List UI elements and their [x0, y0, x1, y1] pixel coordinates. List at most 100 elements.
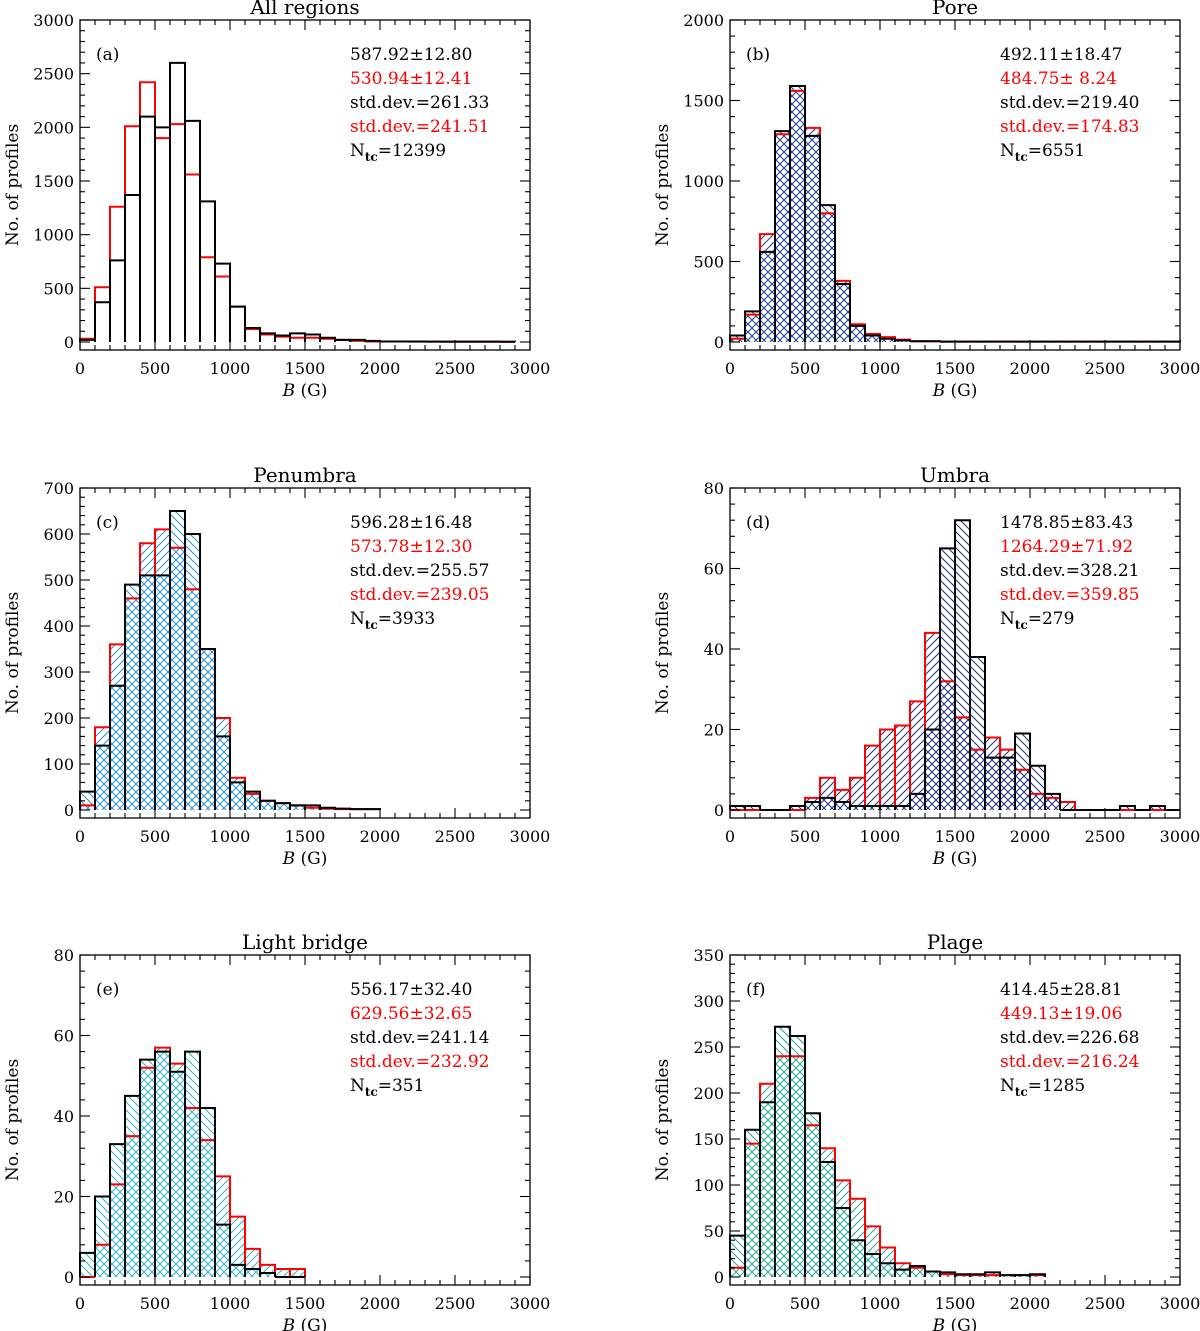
x-tick-label: 1000 [860, 1294, 901, 1313]
x-tick-label: 2500 [435, 827, 476, 846]
black-bar-12 [909, 340, 926, 343]
black-hatch-bar-2 [110, 1144, 125, 1277]
x-tick-label: 0 [725, 827, 735, 846]
x-tick-label: 0 [75, 1294, 85, 1313]
x-tick-label: 1000 [210, 827, 251, 846]
ntc-subscript: tc [1015, 1085, 1028, 1099]
black-hatch-bar-18 [1000, 757, 1015, 810]
red-bar-16 [319, 337, 336, 342]
x-axis-unit: (G) [945, 1316, 977, 1331]
x-tick-label: 2500 [1085, 359, 1126, 378]
black-bar-1 [94, 301, 111, 342]
red-bar-3 [124, 125, 141, 342]
x-tick-label: 500 [790, 827, 821, 846]
black-hatch-bar-4 [790, 805, 805, 810]
black-hatch-bar-14 [940, 548, 955, 810]
ntc-label: N [350, 1076, 365, 1096]
black-bar-28 [1149, 804, 1166, 810]
x-tick-label: 0 [725, 1294, 735, 1313]
black-hatch-bar-1 [95, 745, 110, 810]
black-hatch-bar-13 [925, 729, 940, 810]
ntc-subscript: tc [365, 1085, 378, 1099]
y-tick-label: 400 [43, 617, 74, 636]
stat-line-0: 596.28±16.48 [350, 513, 472, 533]
ntc-label: N [350, 141, 365, 161]
black-hatch-bar-3 [125, 1095, 140, 1277]
stat-line-3: std.dev.=216.24 [1000, 1052, 1140, 1072]
ntc-value: =1285 [1028, 1076, 1086, 1096]
red-bar-7 [184, 173, 201, 342]
black-hatch-bar-6 [820, 205, 835, 342]
stat-line-3: std.dev.=174.83 [1000, 117, 1140, 137]
x-axis-variable: B [282, 381, 296, 401]
y-tick-label: 100 [693, 1176, 724, 1195]
black-hatch-bar-3 [775, 131, 790, 342]
y-tick-label: 60 [704, 560, 724, 579]
red-bar-11 [244, 1247, 261, 1277]
red-hatch-bar-13 [275, 1268, 290, 1277]
x-axis-variable: B [282, 1316, 296, 1331]
x-axis-label: B (G) [932, 1316, 978, 1331]
x-axis-label: B (G) [282, 1316, 328, 1331]
x-tick-label: 2500 [435, 1294, 476, 1313]
black-hatch-bar-14 [290, 805, 305, 810]
black-bar-6 [169, 61, 186, 342]
hatch-fill-group [80, 1047, 305, 1277]
black-bar-17 [334, 338, 351, 342]
stat-line-0: 1478.85±83.43 [1000, 513, 1133, 533]
black-hatch-bar-11 [245, 791, 260, 810]
x-tick-label: 1500 [935, 827, 976, 846]
stat-line-1: 530.94±12.41 [350, 69, 472, 89]
black-bar-18 [349, 808, 366, 811]
stat-line-3: std.dev.=359.85 [1000, 585, 1140, 605]
panel-letter: (c) [96, 513, 119, 533]
stat-line-3: std.dev.=232.92 [350, 1052, 490, 1072]
black-series [729, 519, 1180, 811]
black-hatch-bar-5 [805, 801, 820, 810]
black-hatch-bar-6 [820, 1162, 835, 1277]
x-tick-label: 3000 [510, 1294, 551, 1313]
hatch-fill-group [80, 511, 380, 810]
x-tick-label: 2000 [1010, 359, 1051, 378]
black-hatch-bar-21 [1045, 793, 1060, 810]
x-tick-label: 0 [75, 359, 85, 378]
black-bar-8 [199, 648, 216, 810]
x-tick-label: 1500 [935, 359, 976, 378]
ntc-subscript: tc [1015, 150, 1028, 164]
y-axis-label: No. of profiles [3, 124, 23, 246]
black-hatch-bar-0 [730, 805, 745, 810]
black-hatch-bar-5 [805, 1113, 820, 1277]
histogram-panel-1: 0 500 1000 1500 2000 2500 3000 0 500 1000 1500 2000… [653, 0, 1200, 401]
panel-title: Pore [932, 0, 978, 19]
stat-line-3: std.dev.=239.05 [350, 585, 490, 605]
black-hatch-bar-8 [850, 1240, 865, 1277]
black-bar-26 [1119, 804, 1136, 810]
black-bar-8 [199, 1106, 216, 1277]
ntc-count: Ntc=6551 [1000, 141, 1085, 164]
stat-line-2: std.dev.=255.57 [350, 561, 490, 581]
histogram-panel-2: 0 500 1000 1500 2000 2500 3000 0 100 200 300 400 500… [3, 463, 550, 869]
y-tick-label: 20 [54, 1188, 74, 1207]
x-axis-label: B (G) [282, 849, 328, 869]
x-tick-label: 500 [140, 1294, 171, 1313]
x-axis-label: B (G) [932, 849, 978, 869]
black-hatch-bar-28 [1150, 805, 1165, 810]
black-hatch-bar-7 [835, 1208, 850, 1277]
y-tick-label: 80 [704, 479, 724, 498]
x-tick-label: 0 [75, 827, 85, 846]
x-axis-variable: B [932, 381, 946, 401]
ntc-label: N [1000, 609, 1015, 629]
red-bar-6 [169, 123, 186, 342]
black-hatch-bar-2 [760, 251, 775, 342]
black-hatch-bar-9 [865, 805, 880, 810]
black-hatch-bar-13 [275, 803, 290, 810]
x-axis-label: B (G) [282, 381, 328, 401]
black-hatch-bar-10 [880, 1263, 895, 1277]
x-axis-label: B (G) [932, 381, 978, 401]
stat-line-1: 449.13±19.06 [1000, 1004, 1122, 1024]
stat-line-1: 1264.29±71.92 [1000, 537, 1133, 557]
y-tick-label: 250 [693, 1038, 724, 1057]
x-tick-label: 2000 [360, 827, 401, 846]
black-hatch-bar-26 [1120, 805, 1135, 810]
black-hatch-bar-11 [895, 805, 910, 810]
